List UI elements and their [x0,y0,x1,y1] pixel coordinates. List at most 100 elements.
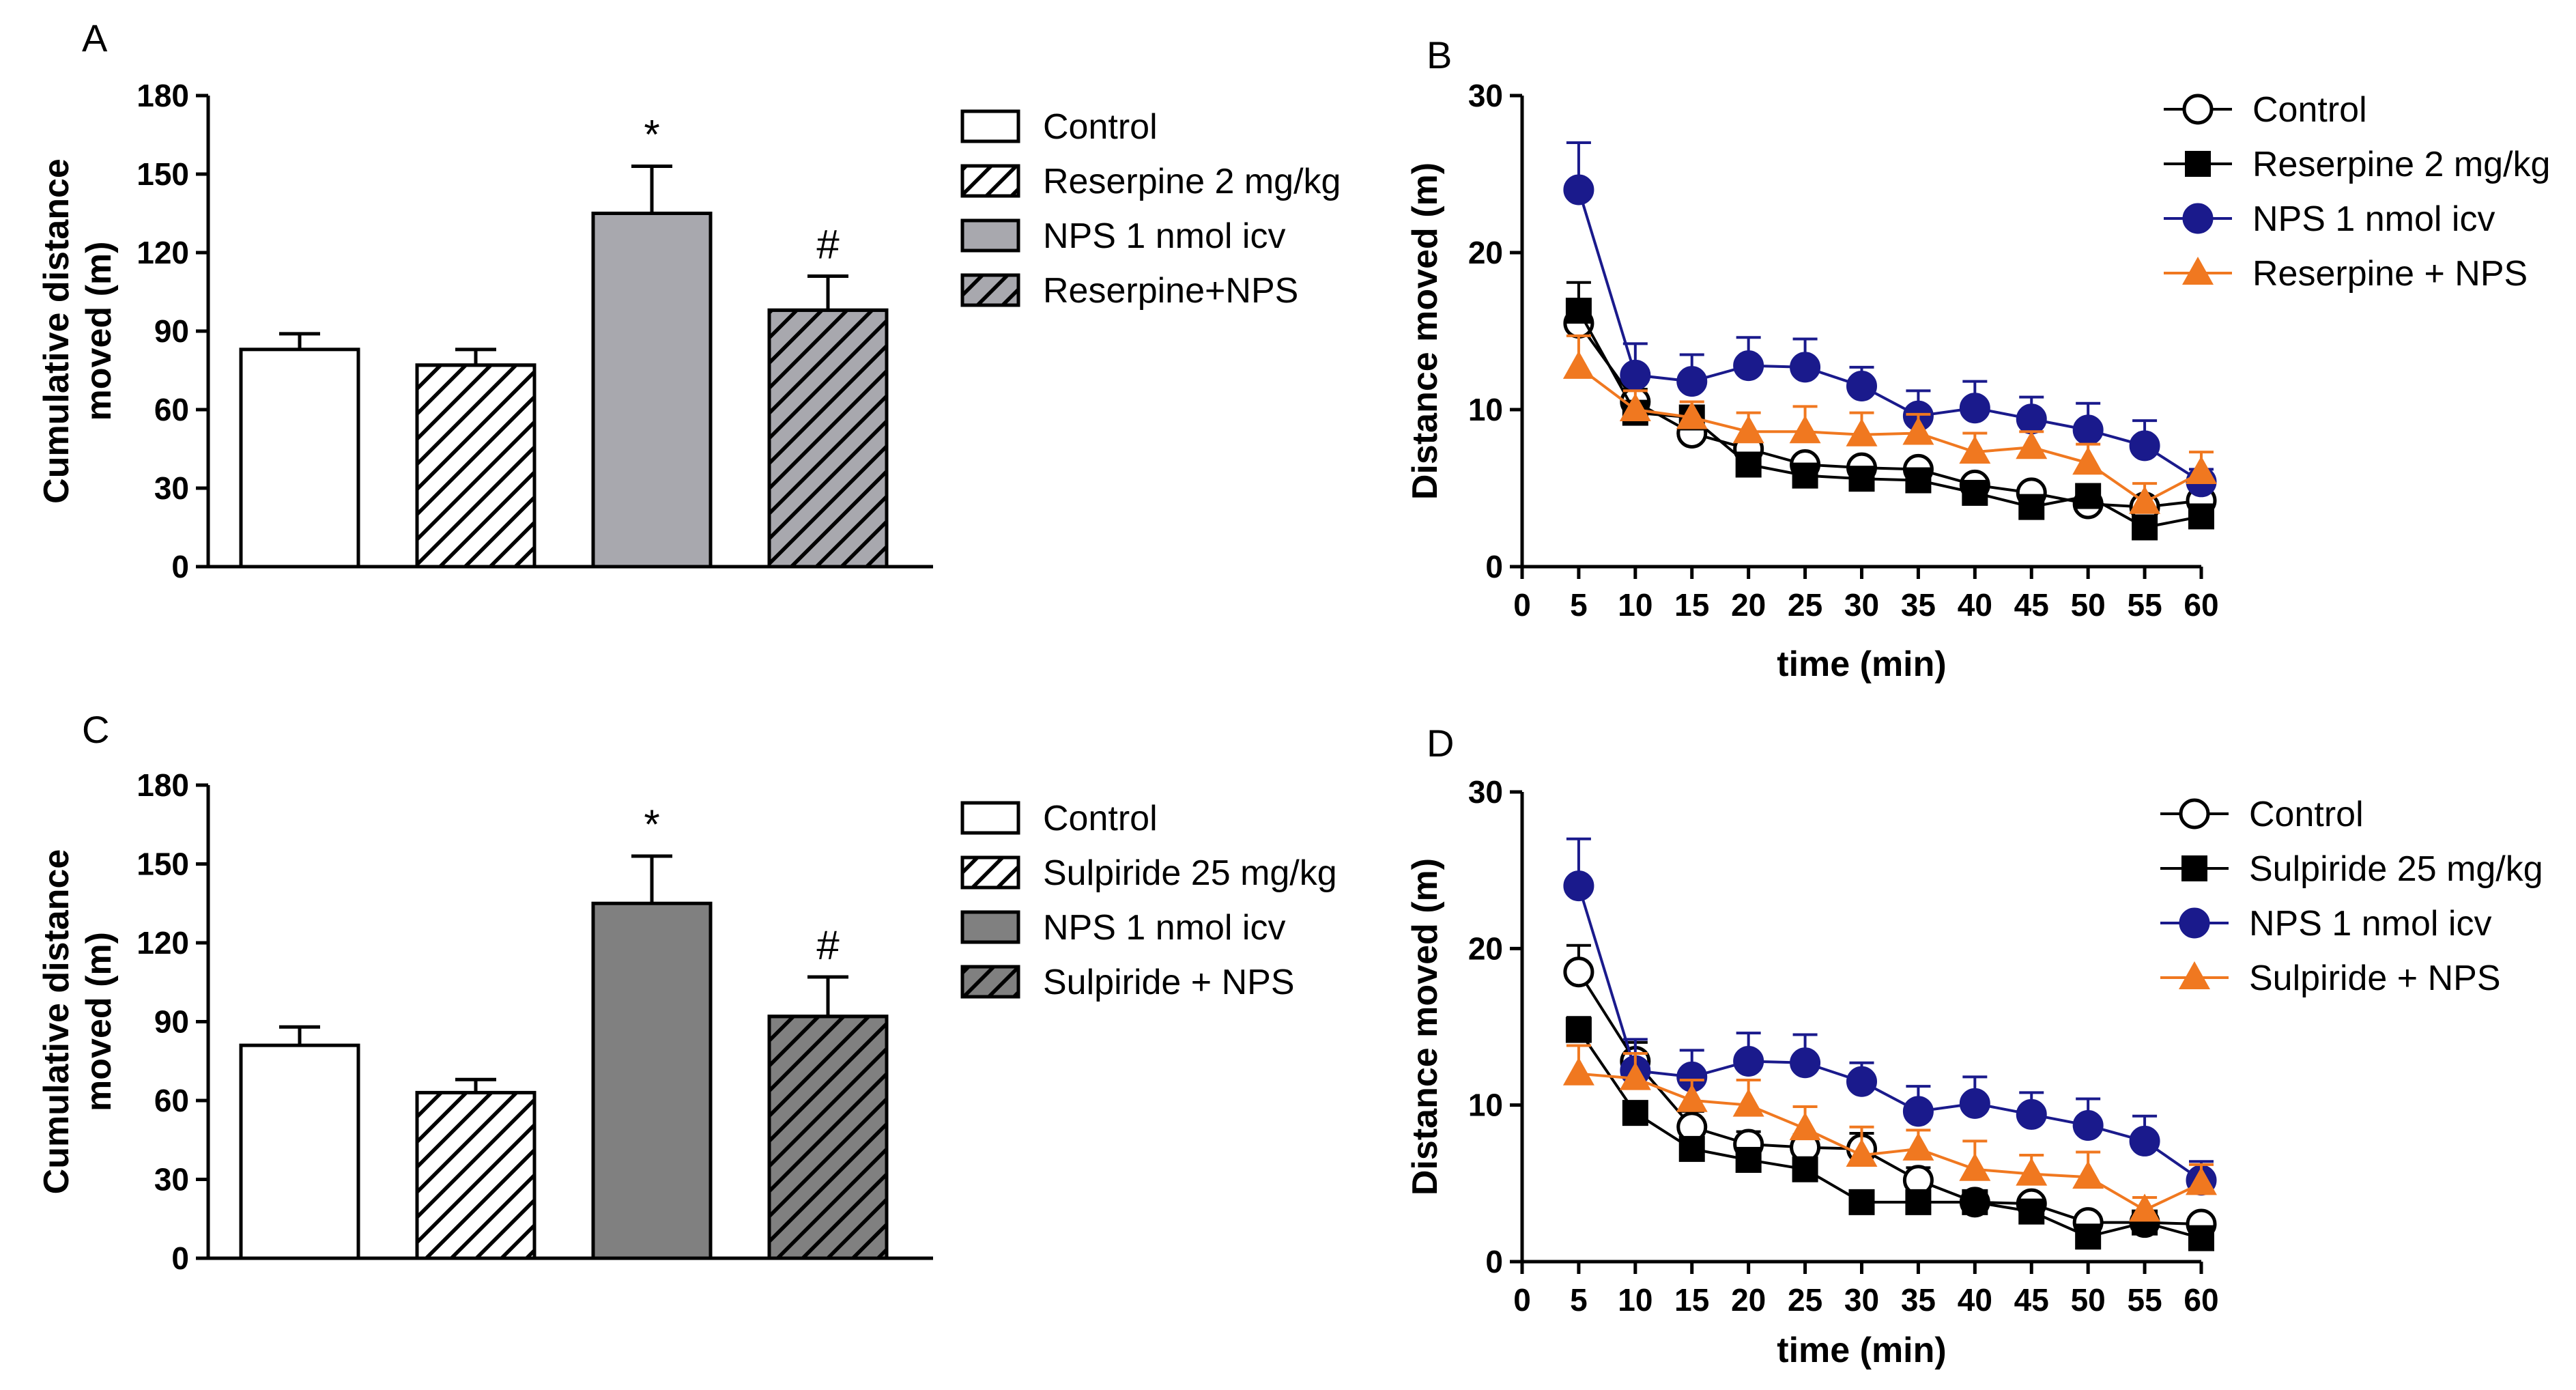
data-point [1962,479,1988,506]
data-point [1789,1112,1821,1141]
bar-hatch [767,308,889,569]
data-point [1789,415,1821,444]
y-axis-title-line: moved (m) [79,932,119,1111]
data-point [1962,1189,1988,1215]
series-line [1577,971,2202,1225]
panel-letter: D [1427,722,1454,765]
data-point [1905,1189,1932,1215]
x-tick-label: 30 [1844,1282,1879,1318]
data-point [1846,1066,1877,1097]
x-tick-label: 5 [1570,587,1588,623]
x-tick-label: 55 [2127,587,2162,623]
data-point [1846,418,1878,446]
x-axis-title: time (min) [1777,644,1946,684]
data-point [1562,1057,1594,1086]
legend-label: Control [1043,799,1158,838]
series [1563,141,2217,498]
x-tick-label: 25 [1788,587,1822,623]
data-point [1959,1088,1990,1119]
legend-swatch [960,218,1020,253]
x-tick-label: 50 [2071,587,2106,623]
y-tick-label: 60 [154,1083,189,1118]
data-point [1676,401,1708,429]
legend-marker [2179,961,2210,989]
y-tick-label: 0 [1485,549,1503,584]
y-axis-title: Distance moved (m) [1405,162,1445,500]
legend-swatch-hatch [960,965,1020,999]
x-tick-label: 40 [1958,1282,1992,1318]
x-tick-label: 25 [1788,1282,1822,1318]
legend-marker [2185,151,2211,177]
x-tick-label: 30 [1844,587,1879,623]
legend-label: NPS 1 nmol icv [2249,904,2491,944]
y-axis-title-line: Cumulative distance [37,849,76,1195]
data-point [1846,1139,1878,1167]
y-tick-label: 30 [154,1162,189,1197]
legend-label: Sulpiride 25 mg/kg [2249,849,2543,889]
data-point [1905,467,1932,494]
data-point [1790,1047,1821,1079]
y-tick-label: 150 [137,847,189,882]
x-tick-label: 5 [1570,1282,1588,1318]
panel-letter: B [1427,33,1452,76]
bar [239,348,360,569]
y-tick-label: 30 [1468,774,1503,810]
legend-label: NPS 1 nmol icv [2252,199,2495,239]
data-point [1902,1132,1934,1161]
data-point [1733,350,1764,382]
legend-label: Sulpiride + NPS [1043,963,1295,1002]
series [1563,837,2217,1196]
data-point [1790,352,1821,383]
data-point [2072,1161,2104,1189]
data-point [1792,462,1818,489]
x-tick-label: 60 [2184,587,2218,623]
data-point [2018,494,2045,520]
y-tick-label: 0 [1485,1244,1503,1279]
data-point [1563,174,1594,205]
data-point [1619,1062,1651,1090]
legend-label: Sulpiride + NPS [2249,959,2501,998]
x-tick-label: 45 [2014,587,2049,623]
legend-marker [2182,203,2214,234]
y-axis-title: Distance moved (m) [1405,858,1445,1195]
data-point [1619,393,1651,421]
series [1562,1044,2217,1222]
bar-hatch [415,363,536,569]
data-point [2129,485,2161,514]
data-point [1959,393,1990,424]
legend-swatch-hatch [960,855,1020,890]
y-tick-label: 180 [137,78,189,113]
significance-mark: # [816,222,840,268]
legend-label: Control [2252,90,2367,130]
legend-label: Control [1043,107,1158,147]
y-tick-label: 180 [137,767,189,803]
x-tick-label: 15 [1674,1282,1709,1318]
bar [591,901,713,1260]
legend-marker [2182,257,2214,285]
data-point [2129,1193,2161,1222]
data-point [1676,366,1708,397]
series-line [1577,310,2202,529]
data-point [1622,1100,1648,1126]
y-axis-title-line: moved (m) [79,242,119,421]
y-tick-label: 90 [154,1004,189,1040]
data-point [1562,350,1594,379]
x-axis-title: time (min) [1777,1331,1946,1370]
data-point [1959,1152,1991,1181]
y-tick-label: 150 [137,156,189,192]
data-point [2186,456,2217,484]
legend-swatch [960,801,1020,835]
legend-marker [2179,798,2210,829]
data-point [1563,956,1594,988]
legend-label: Reserpine 2 mg/kg [1043,162,1341,201]
data-point [1565,1017,1592,1043]
data-point [1732,1088,1764,1117]
data-point [2072,414,2104,446]
x-tick-label: 20 [1731,587,1766,623]
legend-swatch-hatch [960,164,1020,198]
data-point [1846,371,1877,401]
x-tick-label: 0 [1513,1282,1531,1318]
legend-marker [2182,94,2214,125]
x-tick-label: 55 [2127,1282,2162,1318]
